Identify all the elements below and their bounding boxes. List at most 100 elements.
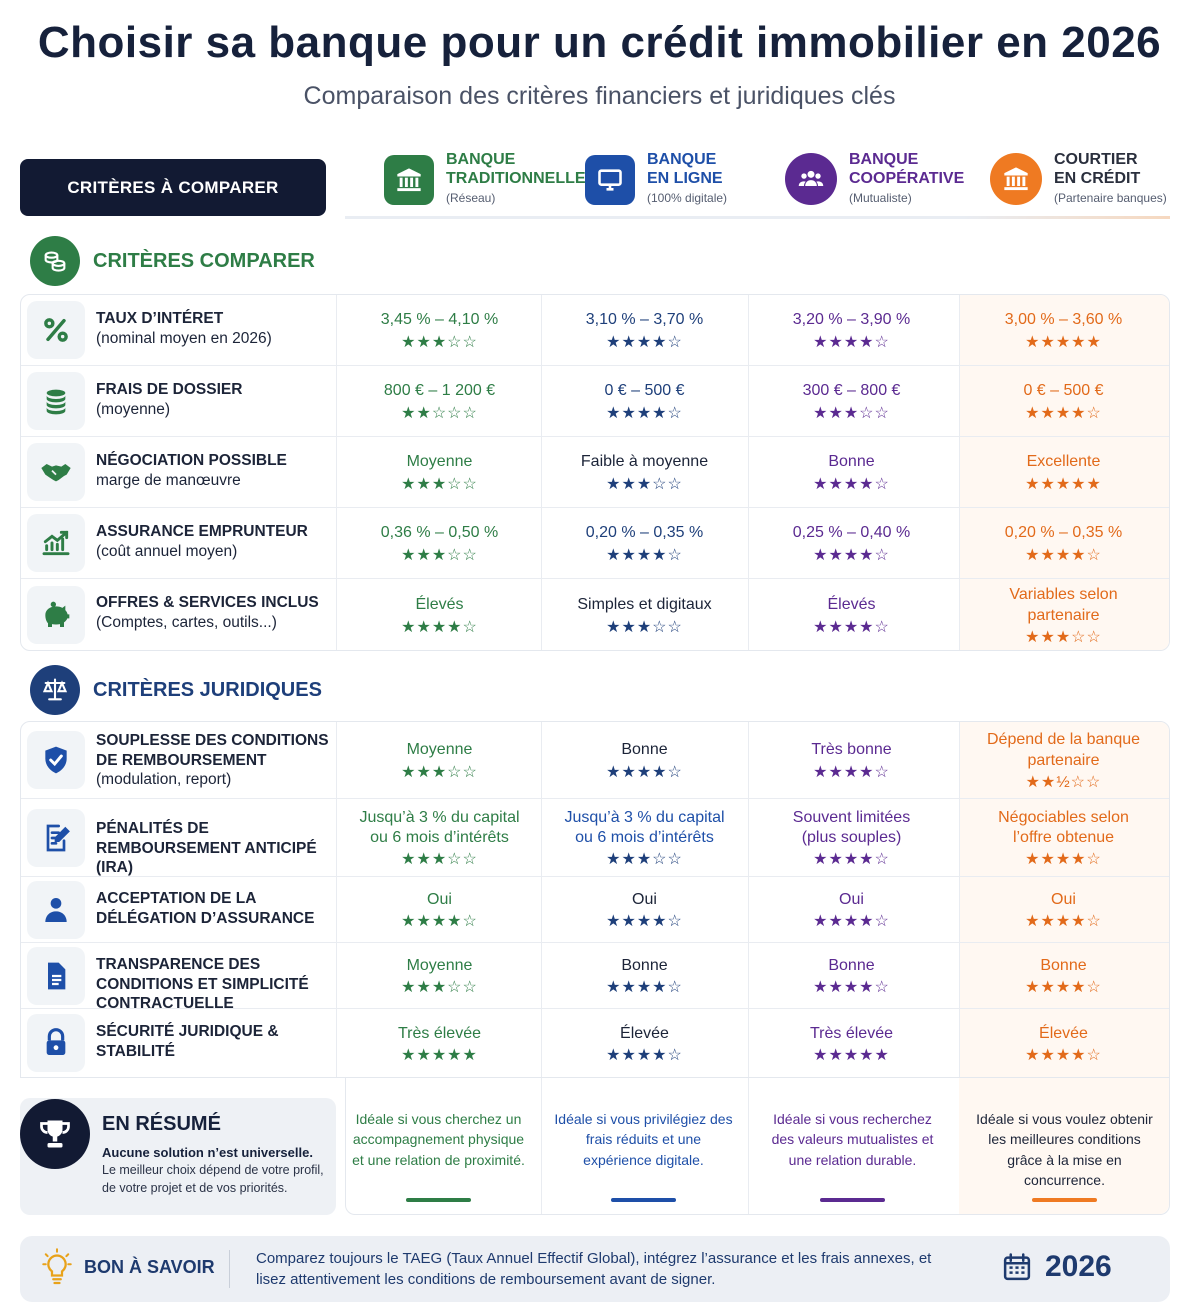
bank-icon [384, 155, 434, 205]
cell-broker: Négociables selon l’offre obtenue ★★★★☆ [961, 799, 1166, 877]
column-header-broker: COURTIER EN CRÉDIT (Partenaire banques) [990, 150, 1167, 220]
summary-cooperative: Idéale si vous recherchez des valeurs mu… [750, 1082, 955, 1214]
row-label: ACCEPTATION DE LA DÉLÉGATION D’ASSURANCE [96, 889, 336, 928]
cell-cooperative: 0,25 % – 0,40 % ★★★★☆ [749, 508, 954, 579]
column-subtitle: (Réseau) [446, 191, 496, 206]
cell-traditional: Jusqu’à 3 % du capital ou 6 mois d’intér… [337, 799, 542, 877]
financial-criteria-table: TAUX D’INTÉRET (nominal moyen en 2026) 3… [20, 294, 1170, 651]
section-header-financial: CRITÈRES COMPARER [30, 236, 315, 286]
column-title-line2: TRADITIONNELLE [446, 170, 586, 188]
cell-cooperative: Bonne ★★★★☆ [749, 437, 954, 508]
cell-value: Moyenne [406, 453, 473, 471]
cell-traditional: Oui ★★★★☆ [337, 877, 542, 943]
row-label-title: TRANSPARENCE DES CONDITIONS ET SIMPLICIT… [96, 956, 309, 1013]
row-label: OFFRES & SERVICES INCLUS (Comptes, carte… [96, 593, 336, 633]
cell-cooperative: 300 € – 800 € ★★★☆☆ [749, 366, 954, 437]
document-edit-icon [27, 809, 85, 867]
people-icon [785, 153, 837, 205]
star-rating: ★★★★☆ [606, 763, 683, 781]
row-label-title: SOUPLESSE DES CONDITIONS DE REMBOURSEMEN… [96, 732, 329, 769]
star-rating: ★★★★☆ [1025, 546, 1102, 564]
star-rating: ★★★☆☆ [1025, 628, 1102, 646]
summary-broker: Idéale si vous voulez obtenir les meille… [962, 1082, 1167, 1214]
summary-text: Idéale si vous privilégiez des frais réd… [554, 1111, 733, 1168]
calendar-icon [1003, 1253, 1031, 1281]
column-title-line2: EN CRÉDIT [1054, 170, 1141, 188]
row-label-sub: (modulation, report) [96, 771, 232, 789]
cell-value: Bonne [621, 741, 668, 759]
summary-traditional: Idéale si vous cherchez un accompagnemen… [336, 1082, 541, 1214]
cell-cooperative: Bonne ★★★★☆ [749, 943, 954, 1009]
cell-cooperative: Élevés ★★★★☆ [749, 579, 954, 650]
star-rating: ★★★☆☆ [606, 475, 683, 493]
cell-value: Élevée [1039, 1024, 1088, 1042]
star-rating: ★★★★☆ [1025, 913, 1102, 931]
column-title-line2: COOPÉRATIVE [849, 170, 965, 188]
column-title-line2: EN LIGNE [647, 170, 723, 188]
cell-value: Très élevée [810, 1024, 893, 1042]
row-label-title: ASSURANCE EMPRUNTEUR [96, 523, 308, 540]
table-row: ACCEPTATION DE LA DÉLÉGATION D’ASSURANCE… [21, 877, 1169, 943]
table-row: TAUX D’INTÉRET (nominal moyen en 2026) 3… [21, 295, 1169, 366]
section-title: CRITÈRES COMPARER [93, 249, 315, 272]
cell-broker: 0,20 % – 0,35 % ★★★★☆ [961, 508, 1166, 579]
tip-label: BON À SAVOIR [84, 1257, 215, 1277]
cell-value: 0,36 % – 0,50 % [380, 524, 499, 542]
star-rating: ★★★★☆ [1025, 1047, 1102, 1065]
summary-text: Idéale si vous voulez obtenir les meille… [976, 1111, 1153, 1188]
cell-online: 0,20 % – 0,35 % ★★★★☆ [542, 508, 747, 579]
cell-value: Faible à moyenne [580, 453, 709, 471]
person-icon [27, 881, 85, 939]
color-bar [611, 1198, 676, 1202]
table-row: ASSURANCE EMPRUNTEUR (coût annuel moyen)… [21, 508, 1169, 579]
star-rating: ★★★☆☆ [401, 475, 478, 493]
cell-broker: Variables selon partenaire ★★★☆☆ [961, 579, 1166, 650]
star-rating: ★★★☆☆ [401, 546, 478, 564]
column-header-cooperative: BANQUE COOPÉRATIVE (Mutualiste) [785, 150, 964, 220]
row-label-title: OFFRES & SERVICES INCLUS [96, 594, 319, 611]
row-label-title: SÉCURITÉ JURIDIQUE & STABILITÉ [96, 1023, 279, 1060]
table-row: NÉGOCIATION POSSIBLE marge de manœuvre M… [21, 437, 1169, 508]
cell-value: Oui [839, 890, 864, 908]
column-subtitle: (100% digitale) [647, 191, 728, 206]
shield-check-icon [27, 731, 85, 789]
column-subtitle: (Mutualiste) [849, 191, 912, 206]
cell-cooperative: Très bonne ★★★★☆ [749, 722, 954, 799]
cell-value: 800 € – 1 200 € [383, 382, 496, 400]
column-header-online: BANQUE EN LIGNE (100% digitale) [585, 150, 727, 220]
star-rating: ★★★★☆ [813, 618, 890, 636]
summary-online: Idéale si vous privilégiez des frais réd… [541, 1082, 746, 1214]
bank-icon [990, 153, 1042, 205]
cell-value: 3,10 % – 3,70 % [585, 311, 704, 329]
cell-traditional: 3,45 % – 4,10 % ★★★☆☆ [337, 295, 542, 366]
cell-value: Souvent limitées (plus souples) [792, 808, 911, 846]
legal-criteria-table: SOUPLESSE DES CONDITIONS DE REMBOURSEMEN… [20, 721, 1170, 1078]
cell-value: Oui [427, 890, 452, 908]
cell-value: Élevés [827, 596, 876, 614]
row-label: NÉGOCIATION POSSIBLE marge de manœuvre [96, 451, 336, 491]
cell-value: Simples et digitaux [577, 596, 712, 614]
cell-cooperative: Souvent limitées (plus souples) ★★★★☆ [749, 799, 954, 877]
monitor-icon [585, 155, 635, 205]
star-rating: ★★★★☆ [813, 851, 890, 869]
star-rating: ★★★★☆ [401, 913, 478, 931]
cell-value: 300 € – 800 € [802, 382, 901, 400]
cell-value: Négociables selon l’offre obtenue [998, 808, 1129, 846]
star-rating: ★★★★☆ [1025, 979, 1102, 997]
page-title: Choisir sa banque pour un crédit immobil… [37, 18, 1162, 67]
document-icon [27, 947, 85, 1005]
cell-value: Élevée [620, 1024, 669, 1042]
summary-headline: Aucune solution n’est universelle. [102, 1145, 313, 1160]
cell-value: Bonne [621, 956, 668, 974]
cell-broker: 0 € – 500 € ★★★★☆ [961, 366, 1166, 437]
cell-value: Oui [1051, 890, 1076, 908]
criteria-header: CRITÈRES À COMPARER [20, 159, 326, 216]
row-label: TRANSPARENCE DES CONDITIONS ET SIMPLICIT… [96, 955, 336, 1014]
star-rating: ★★★★★ [1025, 475, 1102, 493]
row-label-sub: (nominal moyen en 2026) [96, 330, 272, 348]
row-label-title: TAUX D’INTÉRET [96, 310, 224, 327]
cell-traditional: 0,36 % – 0,50 % ★★★☆☆ [337, 508, 542, 579]
cell-cooperative: 3,20 % – 3,90 % ★★★★☆ [749, 295, 954, 366]
page-subtitle: Comparaison des critères financiers et j… [303, 82, 896, 110]
section-title: CRITÈRES JURIDIQUES [93, 678, 322, 701]
